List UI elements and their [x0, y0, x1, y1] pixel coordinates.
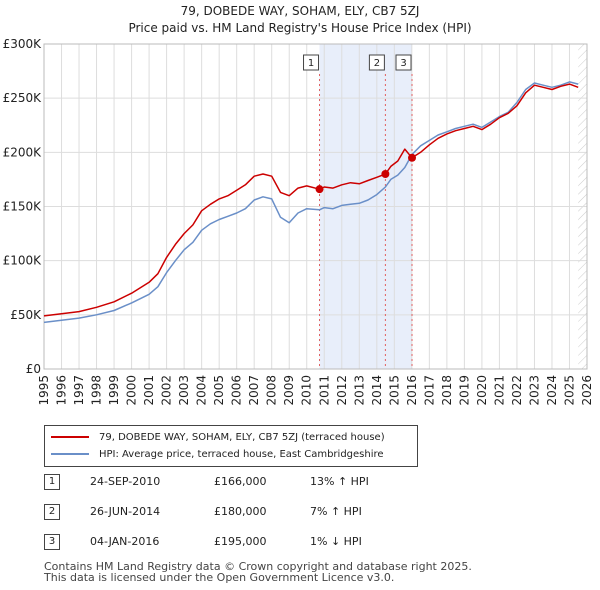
chart-title: 79, DOBEDE WAY, SOHAM, ELY, CB7 5ZJ — [180, 4, 420, 18]
series-line — [43, 81, 579, 324]
x-tick-label: 2019 — [457, 375, 471, 406]
x-tick-label: 2020 — [475, 375, 489, 406]
plot-border — [43, 43, 588, 370]
transaction-hpi-diff: 7% ↑ HPI — [310, 505, 362, 518]
x-tick-label: 2026 — [580, 375, 594, 406]
x-tick-label: 2024 — [545, 375, 559, 406]
transaction-label-box — [303, 54, 320, 71]
y-tick-label: £300K — [3, 37, 43, 51]
legend-label-hpi: HPI: Average price, terraced house, East… — [99, 448, 384, 460]
table-row: 2 26-JUN-2014 £180,000 7% ↑ HPI — [44, 504, 424, 522]
table-row: 1 24-SEP-2010 £166,000 13% ↑ HPI — [44, 474, 424, 492]
legend-item-property: 79, DOBEDE WAY, SOHAM, ELY, CB7 5ZJ (ter… — [51, 429, 385, 445]
y-tick-label: £200K — [3, 145, 43, 159]
y-tick-label: £100K — [3, 254, 43, 268]
transaction-date: 24-SEP-2010 — [90, 475, 161, 488]
x-tick-label: 2006 — [230, 375, 244, 406]
x-tick-label: 2017 — [422, 375, 436, 406]
x-tick-label: 1999 — [107, 375, 121, 406]
x-tick-label: 2005 — [212, 375, 226, 406]
transaction-number: 2 — [44, 504, 60, 520]
transaction-number: 3 — [44, 534, 60, 550]
x-tick-label: 2012 — [335, 375, 349, 406]
x-tick-label: 2002 — [160, 375, 174, 406]
footer-copyright: Contains HM Land Registry data © Crown c… — [44, 560, 472, 573]
transaction-price: £180,000 — [214, 505, 267, 518]
transaction-hpi-diff: 1% ↓ HPI — [310, 535, 362, 548]
transaction-label-box — [395, 54, 412, 71]
y-tick-label: £150K — [3, 200, 43, 214]
x-tick-label: 2004 — [195, 375, 209, 406]
transaction-price: £195,000 — [214, 535, 267, 548]
transaction-hpi-diff: 13% ↑ HPI — [310, 475, 369, 488]
x-tick-label: 2014 — [370, 375, 384, 406]
x-tick-label: 2016 — [405, 375, 419, 406]
footer: Contains HM Land Registry data © Crown c… — [44, 561, 472, 583]
x-tick-label: 2022 — [510, 375, 524, 406]
x-tick-label: 2001 — [142, 375, 156, 406]
x-tick-label: 2015 — [387, 375, 401, 406]
x-tick-label: 1997 — [72, 375, 86, 406]
transaction-label: 2 — [374, 58, 380, 69]
legend-item-hpi: HPI: Average price, terraced house, East… — [51, 446, 384, 462]
footer-licence: This data is licensed under the Open Gov… — [44, 571, 395, 584]
transaction-point — [408, 153, 417, 162]
x-tick-label: 2003 — [177, 375, 191, 406]
transaction-point — [381, 170, 390, 178]
x-tick-label: 1998 — [90, 375, 104, 406]
x-tick-label: 2010 — [300, 375, 314, 406]
y-tick-label: £0 — [26, 362, 41, 376]
transaction-date: 26-JUN-2014 — [90, 505, 161, 518]
x-tick-label: 2018 — [440, 375, 454, 406]
price-chart: 1 2 3 £0 £50K £100K £150K £200K £250K £300K 1995 19… — [3, 37, 594, 406]
legend-swatch-hpi — [51, 453, 89, 455]
x-tick-label: 1995 — [37, 375, 51, 406]
x-tick-label: 2021 — [492, 375, 506, 406]
transaction-label: 3 — [400, 58, 406, 69]
x-tick-label: 2011 — [317, 375, 331, 406]
x-tick-label: 2007 — [247, 375, 261, 406]
transaction-label: 1 — [308, 58, 314, 69]
x-tick-label: 1996 — [55, 375, 69, 406]
transaction-point — [315, 185, 324, 194]
legend: 79, DOBEDE WAY, SOHAM, ELY, CB7 5ZJ (ter… — [44, 425, 418, 467]
x-tick-label: 2000 — [125, 375, 139, 406]
x-tick-label: 2023 — [527, 375, 541, 406]
x-tick-label: 2013 — [352, 375, 366, 406]
x-tick-label: 2008 — [265, 375, 279, 406]
chart-subtitle: Price paid vs. HM Land Registry's House … — [128, 21, 472, 35]
transaction-label-box — [368, 54, 385, 71]
legend-label-property: 79, DOBEDE WAY, SOHAM, ELY, CB7 5ZJ (ter… — [99, 431, 385, 443]
y-tick-label: £250K — [3, 91, 43, 105]
y-tick-label: £50K — [10, 308, 42, 322]
transaction-number: 1 — [44, 474, 60, 490]
transaction-price: £166,000 — [214, 475, 267, 488]
transaction-date: 04-JAN-2016 — [90, 535, 160, 548]
legend-swatch-property — [51, 436, 89, 438]
x-tick-label: 2025 — [562, 375, 576, 406]
x-tick-label: 2009 — [282, 375, 296, 406]
series-line — [43, 83, 579, 317]
table-row: 3 04-JAN-2016 £195,000 1% ↓ HPI — [44, 534, 424, 552]
